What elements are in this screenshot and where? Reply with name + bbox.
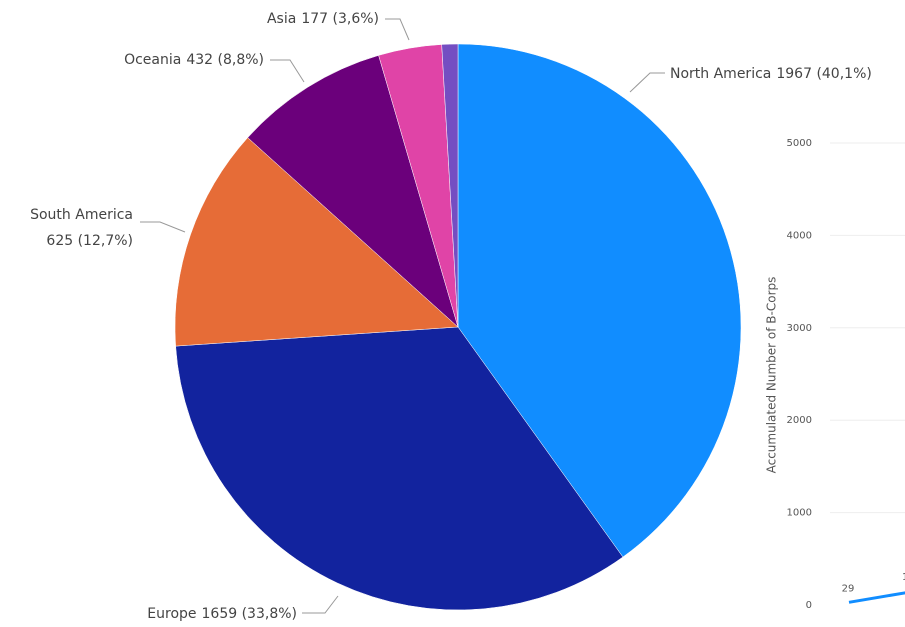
value-label: 177 (3,6%) [301, 11, 379, 27]
leader-line [270, 59, 305, 83]
category-name: South America [30, 207, 133, 223]
line-chart: 0 1000 2000 3000 4000 5000 Accumulated Number … [765, 138, 905, 611]
pie-chart: North America 1967 (40,1%) Europe 1659 (33,… [30, 11, 872, 622]
y-tick-label: 1000 [787, 508, 812, 519]
pie-slice [441, 43, 459, 328]
y-tick-label: 4000 [787, 230, 812, 241]
line-series [848, 591, 905, 604]
pie-slice [174, 137, 459, 347]
value-label: 625 (12,7%) [46, 233, 133, 249]
data-label: North America 1967 (40,1%) [670, 66, 872, 82]
category-name: Europe [147, 606, 196, 622]
y-tick-label: 5000 [787, 138, 812, 149]
data-label: 150 [902, 572, 905, 583]
leader-line [302, 595, 339, 614]
value-label: 1967 (40,1%) [776, 66, 871, 82]
y-tick-label: 0 [806, 600, 812, 611]
pie-slice [175, 326, 624, 611]
category-name: Asia [267, 11, 296, 27]
data-label: Asia 177 (3,6%) [267, 11, 379, 27]
data-label: Oceania 432 (8,8%) [124, 52, 264, 68]
leader-line [140, 221, 186, 233]
pie-slice [457, 43, 742, 558]
category-name: Oceania [124, 52, 181, 68]
category-name: North America [670, 66, 771, 82]
leader-line [629, 72, 665, 93]
value-label: 432 (8,8%) [186, 52, 264, 68]
leader-line [385, 18, 410, 41]
y-tick-label: 3000 [787, 323, 812, 334]
data-label: South America 625 (12,7%) [30, 207, 133, 249]
pie-slice [247, 55, 459, 328]
data-label: Europe 1659 (33,8%) [147, 606, 297, 622]
y-axis-title: Accumulated Number of B-Corps [765, 277, 779, 474]
value-label: 1659 (33,8%) [202, 606, 297, 622]
y-tick-label: 2000 [787, 415, 812, 426]
data-label: 29 [842, 583, 855, 594]
